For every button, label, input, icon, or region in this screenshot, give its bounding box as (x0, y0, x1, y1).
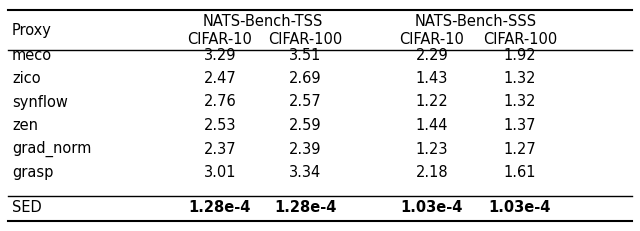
Text: meco: meco (12, 48, 52, 63)
Text: grad_norm: grad_norm (12, 141, 92, 157)
Text: CIFAR-100: CIFAR-100 (268, 33, 342, 48)
Text: NATS-Bench-TSS: NATS-Bench-TSS (202, 15, 323, 30)
Text: 2.59: 2.59 (289, 118, 321, 133)
Text: 2.18: 2.18 (416, 165, 448, 180)
Text: 1.61: 1.61 (504, 165, 536, 180)
Text: zen: zen (12, 118, 38, 133)
Text: CIFAR-10: CIFAR-10 (399, 33, 465, 48)
Text: 1.28e-4: 1.28e-4 (274, 201, 336, 216)
Text: grasp: grasp (12, 165, 53, 180)
Text: 1.28e-4: 1.28e-4 (189, 201, 251, 216)
Text: zico: zico (12, 71, 40, 86)
Text: 3.34: 3.34 (289, 165, 321, 180)
Text: 2.53: 2.53 (204, 118, 236, 133)
Text: 1.32: 1.32 (504, 94, 536, 109)
Text: 2.47: 2.47 (204, 71, 236, 86)
Text: CIFAR-10: CIFAR-10 (188, 33, 252, 48)
Text: 1.92: 1.92 (504, 48, 536, 63)
Text: CIFAR-100: CIFAR-100 (483, 33, 557, 48)
Text: 2.76: 2.76 (204, 94, 236, 109)
Text: 3.29: 3.29 (204, 48, 236, 63)
Text: 1.22: 1.22 (415, 94, 449, 109)
Text: 1.43: 1.43 (416, 71, 448, 86)
Text: 1.03e-4: 1.03e-4 (489, 201, 551, 216)
Text: 2.69: 2.69 (289, 71, 321, 86)
Text: 1.44: 1.44 (416, 118, 448, 133)
Text: Proxy: Proxy (12, 24, 52, 39)
Text: 1.03e-4: 1.03e-4 (401, 201, 463, 216)
Text: 2.57: 2.57 (289, 94, 321, 109)
Text: 1.37: 1.37 (504, 118, 536, 133)
Text: synflow: synflow (12, 94, 68, 109)
Text: SED: SED (12, 201, 42, 216)
Text: 2.37: 2.37 (204, 142, 236, 156)
Text: 3.51: 3.51 (289, 48, 321, 63)
Text: 3.01: 3.01 (204, 165, 236, 180)
Text: NATS-Bench-SSS: NATS-Bench-SSS (415, 15, 537, 30)
Text: 2.29: 2.29 (415, 48, 449, 63)
Text: 1.23: 1.23 (416, 142, 448, 156)
Text: 1.32: 1.32 (504, 71, 536, 86)
Text: 1.27: 1.27 (504, 142, 536, 156)
Text: 2.39: 2.39 (289, 142, 321, 156)
